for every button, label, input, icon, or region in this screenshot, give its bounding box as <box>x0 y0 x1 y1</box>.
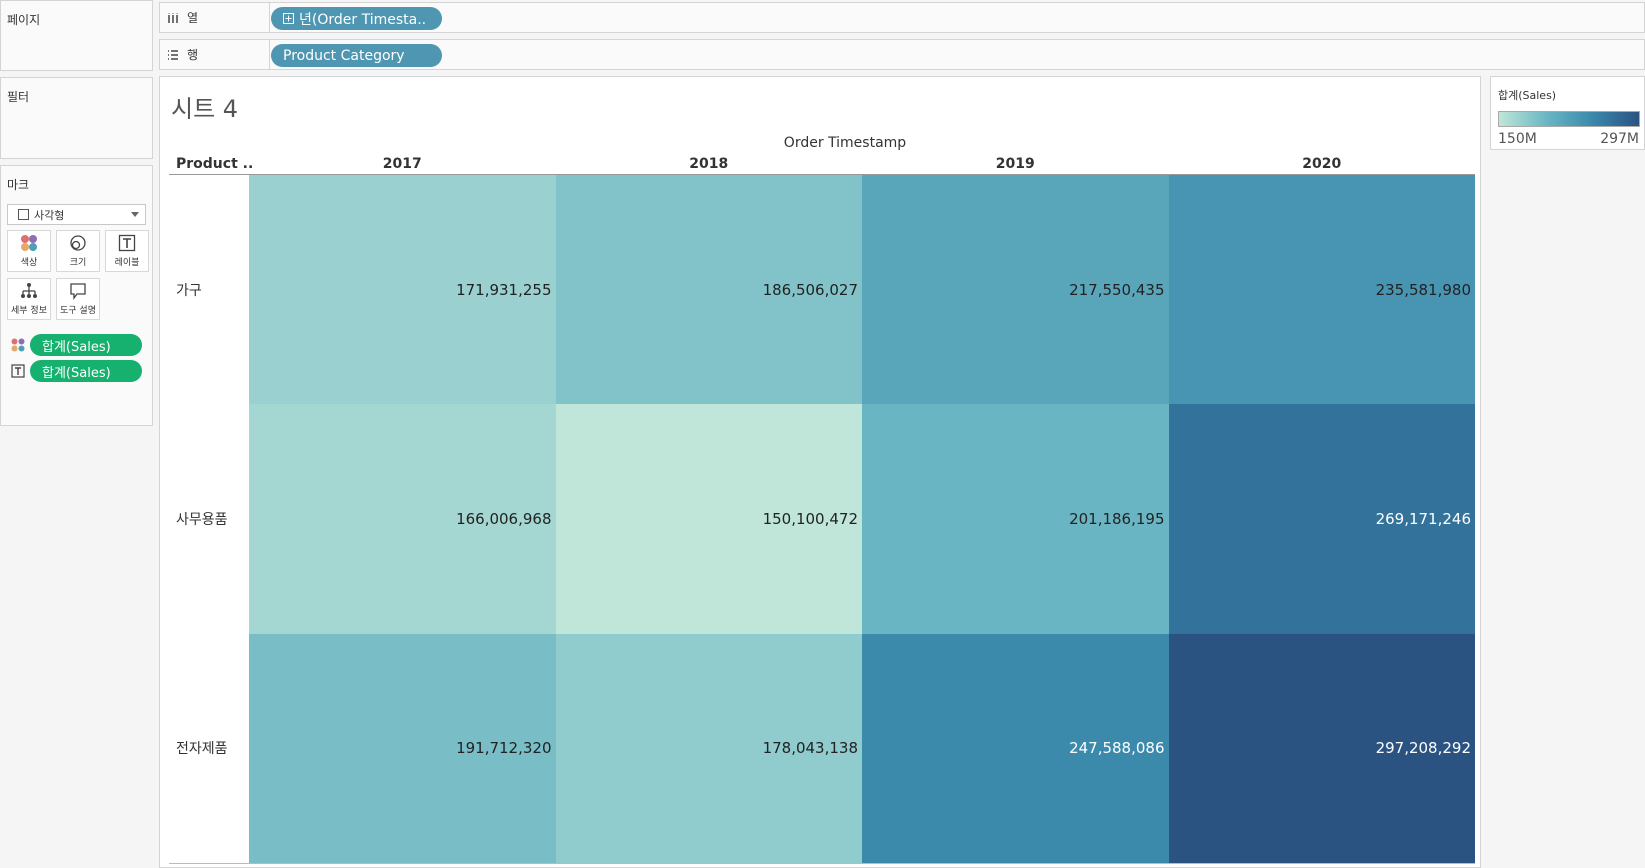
label-sales-pill[interactable]: 합계(Sales) <box>30 360 142 382</box>
color-palette-icon <box>21 235 37 251</box>
worksheet-view: 시트 4 Order Timestamp Product .. 2017 2018… <box>159 76 1481 868</box>
row-header-3[interactable]: 전자제품 <box>176 741 228 758</box>
grid-bottom-divider <box>169 863 1475 864</box>
marks-panel-title: 마크 <box>7 178 30 192</box>
heatmap-grid: 171,931,255 186,506,027 217,550,435 235,581… <box>249 175 1475 863</box>
chevron-down-icon <box>131 212 139 217</box>
pages-panel[interactable]: 페이지 <box>0 0 153 71</box>
product-category-pill-label: Product Category <box>283 47 405 64</box>
heatmap-cell-label: 178,043,138 <box>762 739 858 758</box>
year-order-timestamp-pill[interactable]: 년(Order Timesta.. <box>271 7 442 30</box>
column-header-2019[interactable]: 2019 <box>995 156 1035 172</box>
color-encoding-row: 합계(Sales) <box>11 334 142 356</box>
year-pill-label: 년(Order Timesta.. <box>299 11 427 28</box>
heatmap-cell-r1-c1[interactable]: 171,931,255 <box>249 175 556 405</box>
heatmap-cell-r2-c4[interactable]: 269,171,246 <box>1168 404 1475 634</box>
detail-button-label: 세부 정보 <box>11 306 47 316</box>
tooltip-button[interactable]: 도구 설명 <box>56 278 100 320</box>
label-encoding-icon <box>11 364 25 378</box>
heatmap-cell-r3-c4[interactable]: 297,208,292 <box>1168 633 1475 863</box>
size-icon <box>70 235 86 251</box>
expand-plus-icon[interactable] <box>283 13 294 24</box>
columns-shelf[interactable]: 열 년(Order Timesta.. <box>159 2 1645 33</box>
columns-icon <box>168 12 178 23</box>
heatmap-cell-label: 201,186,195 <box>1069 509 1165 528</box>
column-header-2017[interactable]: 2017 <box>382 156 422 172</box>
color-encoding-icon <box>11 338 25 352</box>
size-button[interactable]: 크기 <box>56 230 100 272</box>
label-button[interactable]: 레이블 <box>105 230 149 272</box>
tooltip-button-label: 도구 설명 <box>60 306 96 316</box>
text-label-icon <box>118 234 136 252</box>
heatmap-cell-r1-c2[interactable]: 186,506,027 <box>555 175 862 405</box>
column-header-2018[interactable]: 2018 <box>689 156 729 172</box>
color-sales-pill[interactable]: 합계(Sales) <box>30 334 142 356</box>
row-header-2[interactable]: 사무용품 <box>176 511 228 528</box>
heatmap-cell-label: 247,588,086 <box>1069 739 1165 758</box>
columns-label-text: 열 <box>187 11 199 25</box>
color-button-label: 색상 <box>20 258 38 268</box>
square-mark-icon <box>18 209 29 220</box>
sheet-title: 시트 4 <box>171 95 239 123</box>
columns-shelf-label: 열 <box>160 3 270 32</box>
heatmap-cell-r2-c2[interactable]: 150,100,472 <box>555 404 862 634</box>
column-axis-title-text: Order Timestamp <box>783 135 907 151</box>
detail-button[interactable]: 세부 정보 <box>7 278 51 320</box>
speech-bubble-icon <box>70 283 86 300</box>
heatmap-cell-label: 150,100,472 <box>762 509 858 528</box>
heatmap-cell-r3-c2[interactable]: 178,043,138 <box>555 633 862 863</box>
rows-icon <box>168 49 178 60</box>
heatmap-cell-r1-c4[interactable]: 235,581,980 <box>1168 175 1475 405</box>
heatmap-cell-label: 217,550,435 <box>1069 280 1165 299</box>
filters-panel-title: 필터 <box>7 90 30 104</box>
heatmap-cell-r3-c3[interactable]: 247,588,086 <box>862 633 1169 863</box>
pages-panel-title: 페이지 <box>7 13 41 27</box>
hierarchy-icon <box>21 283 37 298</box>
header-divider <box>169 174 1475 175</box>
legend-min-label: 150M <box>1498 131 1537 147</box>
heatmap-cell-label: 186,506,027 <box>762 280 858 299</box>
product-category-pill[interactable]: Product Category <box>271 44 442 67</box>
mark-type-label: 사각형 <box>34 208 65 222</box>
label-button-label: 레이블 <box>114 258 140 268</box>
rows-shelf[interactable]: 행 Product Category <box>159 39 1645 70</box>
heatmap-cell-label: 171,931,255 <box>456 280 552 299</box>
row-field-header[interactable]: Product .. <box>176 156 254 172</box>
heatmap-cell-label: 166,006,968 <box>456 509 552 528</box>
legend-color-ramp <box>1498 111 1640 127</box>
row-header-1[interactable]: 가구 <box>176 282 202 299</box>
mark-type-dropdown[interactable]: 사각형 <box>7 204 146 225</box>
size-button-label: 크기 <box>69 258 87 268</box>
heatmap-cell-r3-c1[interactable]: 191,712,320 <box>249 633 556 863</box>
column-header-2020[interactable]: 2020 <box>1302 156 1342 172</box>
rows-shelf-label: 행 <box>160 40 270 69</box>
heatmap-cell-label: 235,581,980 <box>1375 280 1471 299</box>
heatmap-cell-r1-c3[interactable]: 217,550,435 <box>862 175 1169 405</box>
heatmap-cell-r2-c1[interactable]: 166,006,968 <box>249 404 556 634</box>
heatmap-cell-label: 191,712,320 <box>456 739 552 758</box>
color-legend[interactable]: 합계(Sales) 150M 297M <box>1490 76 1645 150</box>
heatmap-cell-label: 269,171,246 <box>1375 509 1471 528</box>
rows-label-text: 행 <box>187 48 199 62</box>
legend-title: 합계(Sales) <box>1498 89 1557 102</box>
heatmap-cell-label: 297,208,292 <box>1375 739 1471 758</box>
filters-panel[interactable]: 필터 <box>0 77 153 159</box>
marks-panel: 마크 사각형 색상 크기 <box>0 165 153 426</box>
label-encoding-row: 합계(Sales) <box>11 360 142 382</box>
heatmap-cell-r2-c3[interactable]: 201,186,195 <box>862 404 1169 634</box>
legend-max-label: 297M <box>1600 131 1639 147</box>
column-axis-title: Order Timestamp <box>160 135 1484 151</box>
color-button[interactable]: 색상 <box>7 230 51 272</box>
